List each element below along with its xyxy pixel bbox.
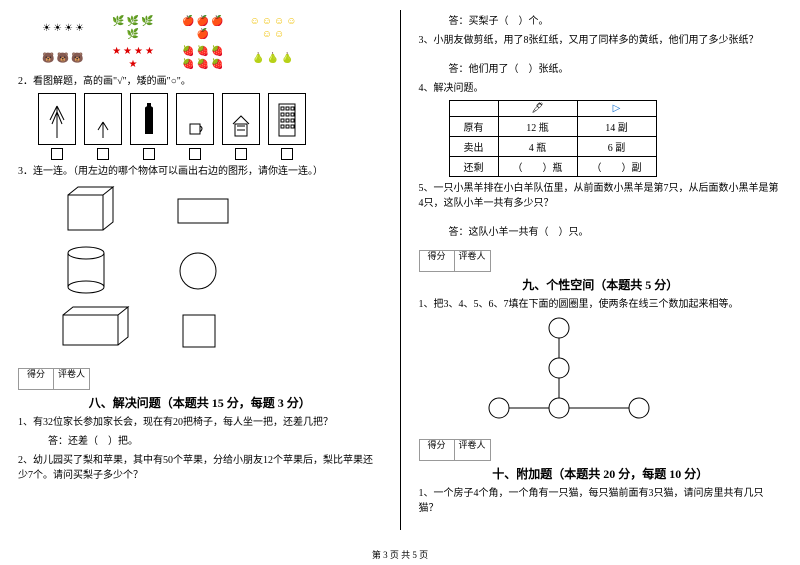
tree-short [84, 93, 122, 145]
th-flag-icon: ▷ [577, 101, 656, 117]
score-label: 得分 [419, 250, 455, 272]
q2-pictures [38, 93, 382, 160]
marker-label: 评卷人 [455, 250, 491, 272]
r2c2: 4 瓶 [498, 137, 577, 157]
q3r: 3、小朋友做剪纸，用了8张红纸，又用了同样多的黄纸，他们用了多少张纸？ [419, 33, 783, 48]
section8-title: 八、解决问题（本题共 15 分，每题 3 分） [18, 394, 382, 411]
checkbox[interactable] [51, 148, 63, 160]
plant-group: 🌿🌿🌿🌿 [108, 16, 158, 40]
sec8-q2: 2、幼儿园买了梨和苹果，其中有50个苹果，分给小朋友12个苹果后，梨比苹果还少7… [18, 453, 382, 483]
smile-group: ☺☺☺☺☺☺ [248, 16, 298, 40]
circle-diagram [479, 316, 783, 429]
pear-group: 🍐🍐🍐 [248, 46, 298, 70]
checkbox[interactable] [235, 148, 247, 160]
apple-group: 🍎🍎🍎🍎 [178, 16, 228, 40]
right-column: 答：买梨子（ ）个。 3、小朋友做剪纸，用了8张红纸，又用了同样多的黄纸，他们用… [401, 0, 800, 540]
r1c2: 12 瓶 [498, 117, 577, 137]
cup [176, 93, 214, 145]
q3-shapes [48, 185, 382, 358]
star-group: ★★★★★ [108, 46, 158, 70]
a5: 答：这队小羊一共有（ ）只。 [449, 225, 783, 240]
marker-label: 评卷人 [455, 439, 491, 461]
r1c3: 14 副 [577, 117, 656, 137]
sun-group: ☀☀☀☀ [38, 16, 88, 40]
tree-tall [38, 93, 76, 145]
left-column: ☀☀☀☀ 🌿🌿🌿🌿 🍎🍎🍎🍎 ☺☺☺☺☺☺ 🐻🐻🐻 ★★★★★ 🍓🍓🍓🍓🍓🍓 🍐… [0, 0, 400, 540]
straw-group: 🍓🍓🍓🍓🍓🍓 [178, 46, 228, 70]
section10-title: 十、附加题（本题共 20 分，每题 10 分） [419, 465, 783, 482]
sec9-q1: 1、把3、4、5、6、7填在下面的圆圈里，使两条在线三个数加起来相等。 [419, 297, 783, 312]
q3-text: 3．连一连。（用左边的哪个物体可以画出右边的图形，请你连一连。） [18, 164, 382, 179]
building [268, 93, 306, 145]
checkbox[interactable] [97, 148, 109, 160]
checkbox[interactable] [281, 148, 293, 160]
score-label: 得分 [18, 368, 54, 390]
q4r: 4、解决问题。 [419, 81, 783, 96]
r2c1: 卖出 [449, 137, 498, 157]
count-icons-row1: ☀☀☀☀ 🌿🌿🌿🌿 🍎🍎🍎🍎 ☺☺☺☺☺☺ [38, 16, 382, 40]
score-label: 得分 [419, 439, 455, 461]
a2: 答：买梨子（ ）个。 [449, 14, 783, 29]
sec8-q1: 1、有32位家长参加家长会，现在有20把椅子，每人坐一把，还差几把？ [18, 415, 382, 430]
house-small [222, 93, 260, 145]
section9-title: 九、个性空间（本题共 5 分） [419, 276, 783, 293]
r3c2: （ ）瓶 [498, 157, 577, 177]
bear-group: 🐻🐻🐻 [38, 46, 88, 70]
thermos [130, 93, 168, 145]
score-box-9: 得分 评卷人 [419, 250, 783, 272]
checkbox[interactable] [189, 148, 201, 160]
q5r: 5、一只小黑羊排在小白羊队伍里，从前面数小黑羊是第7只，从后面数小黑羊是第4只，… [419, 181, 783, 211]
a3: 答：他们用了（ ）张纸。 [449, 62, 783, 77]
count-icons-row2: 🐻🐻🐻 ★★★★★ 🍓🍓🍓🍓🍓🍓 🍐🍐🍐 [38, 46, 382, 70]
r3c1: 还剩 [449, 157, 498, 177]
inventory-table: 🖋▷ 原有12 瓶14 副 卖出4 瓶6 副 还剩（ ）瓶（ ）副 [449, 100, 657, 177]
th-blank [449, 101, 498, 117]
r2c3: 6 副 [577, 137, 656, 157]
score-box-10: 得分 评卷人 [419, 439, 783, 461]
r1c1: 原有 [449, 117, 498, 137]
score-box-8: 得分 评卷人 [18, 368, 382, 390]
page-footer: 第 3 页 共 5 页 [0, 548, 800, 561]
th-ink-icon: 🖋 [498, 101, 577, 117]
r3c3: （ ）副 [577, 157, 656, 177]
q2-text: 2．看图解题，高的画"√"，矮的画"○"。 [18, 74, 382, 89]
sec8-a1: 答：还差（ ）把。 [48, 434, 382, 449]
checkbox[interactable] [143, 148, 155, 160]
marker-label: 评卷人 [54, 368, 90, 390]
sec10-q1: 1、一个房子4个角，一个角有一只猫，每只猫前面有3只猫，请问房里共有几只猫？ [419, 486, 783, 516]
